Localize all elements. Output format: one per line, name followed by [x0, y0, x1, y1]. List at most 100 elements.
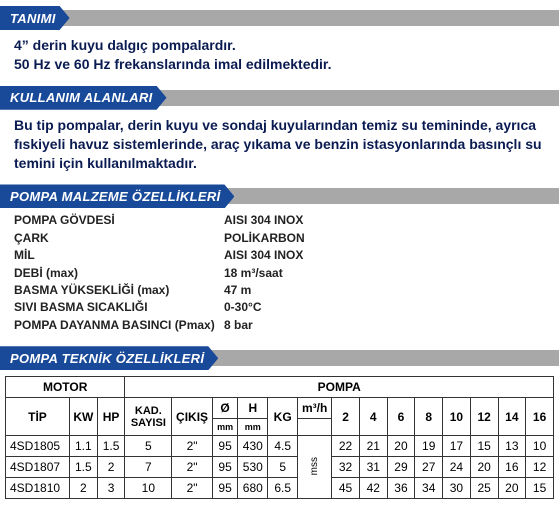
col-kw: KW: [69, 398, 97, 436]
table-cell: 2": [172, 457, 213, 478]
table-row: TİP KW HP KAD. SAYISI ÇIKIŞ Ø H KG m³/h …: [6, 398, 554, 419]
unit-rotated: mss: [298, 436, 332, 499]
table-cell: 4SD1805: [6, 436, 70, 457]
col-h: H: [238, 398, 268, 419]
table-cell: 4SD1810: [6, 478, 70, 499]
table-cell: 10: [526, 436, 554, 457]
table-row: 4SD18071.5272"9553053231292724201612: [6, 457, 554, 478]
section-header-teknik: POMPA TEKNİK ÖZELLİKLERİ: [0, 346, 559, 370]
table-cell: 25: [470, 478, 498, 499]
table-cell: 4.5: [268, 436, 298, 457]
table-cell: 34: [415, 478, 443, 499]
table-cell: 2": [172, 436, 213, 457]
kullanim-text: Bu tip pompalar, derin kuyu ve sondaj ku…: [0, 112, 559, 179]
spec-value: 0-30°C: [224, 299, 549, 316]
col-dia-unit: mm: [212, 419, 238, 436]
flow-col: 10: [443, 398, 471, 436]
table-cell: 21: [359, 436, 387, 457]
header-flag: TANIMI: [0, 6, 70, 30]
spec-label: ÇARK: [14, 230, 224, 247]
table-cell: 30: [443, 478, 471, 499]
section-header-tanimi: TANIMI: [0, 6, 559, 30]
table-cell: 2": [172, 478, 213, 499]
spec-value: 47 m: [224, 282, 549, 299]
spec-value: AISI 304 INOX: [224, 247, 549, 264]
section-header-kullanim: KULLANIM ALANLARI: [0, 86, 559, 110]
table-cell: 42: [359, 478, 387, 499]
table-cell: 5: [268, 457, 298, 478]
spec-label: POMPA DAYANMA BASINCI (Pmax): [14, 317, 224, 334]
col-hp: HP: [97, 398, 125, 436]
col-m3h-sub: [298, 419, 332, 436]
flow-col: 16: [526, 398, 554, 436]
table-cell: 15: [526, 478, 554, 499]
spec-value: AISI 304 INOX: [224, 212, 549, 229]
spec-value: POLİKARBON: [224, 230, 549, 247]
table-row: MOTOR POMPA: [6, 377, 554, 398]
section-header-malzeme: POMPA MALZEME ÖZELLİKLERİ: [0, 184, 559, 208]
col-kad: KAD. SAYISI: [125, 398, 172, 436]
table-cell: 10: [125, 478, 172, 499]
table-cell: 13: [498, 436, 526, 457]
table-cell: 95: [212, 478, 238, 499]
table-cell: 95: [212, 457, 238, 478]
spec-row: SIVI BASMA SICAKLIĞI0-30°C: [14, 299, 549, 316]
table-cell: 7: [125, 457, 172, 478]
table-cell: 5: [125, 436, 172, 457]
table-cell: 19: [415, 436, 443, 457]
tech-table: MOTOR POMPA TİP KW HP KAD. SAYISI ÇIKIŞ …: [5, 376, 554, 499]
header-flag: POMPA MALZEME ÖZELLİKLERİ: [0, 184, 234, 208]
table-cell: 1.1: [69, 436, 97, 457]
table-cell: 45: [332, 478, 360, 499]
table-cell: 20: [470, 457, 498, 478]
table-cell: 20: [387, 436, 415, 457]
table-cell: 31: [359, 457, 387, 478]
table-cell: 2: [97, 457, 125, 478]
flow-col: 8: [415, 398, 443, 436]
col-m3h: m³/h: [298, 398, 332, 419]
table-cell: 3: [97, 478, 125, 499]
table-cell: 29: [387, 457, 415, 478]
table-cell: 530: [238, 457, 268, 478]
flow-col: 2: [332, 398, 360, 436]
malzeme-spec-list: POMPA GÖVDESİAISI 304 INOXÇARKPOLİKARBON…: [0, 210, 559, 340]
spec-label: SIVI BASMA SICAKLIĞI: [14, 299, 224, 316]
table-cell: 2: [69, 478, 97, 499]
table-cell: 4SD1807: [6, 457, 70, 478]
spec-row: DEBİ (max)18 m³/saat: [14, 265, 549, 282]
table-cell: 6.5: [268, 478, 298, 499]
group-header-motor: MOTOR: [6, 377, 125, 398]
header-flag: POMPA TEKNİK ÖZELLİKLERİ: [0, 346, 218, 370]
spec-row: POMPA GÖVDESİAISI 304 INOX: [14, 212, 549, 229]
table-cell: 430: [238, 436, 268, 457]
header-flag: KULLANIM ALANLARI: [0, 86, 167, 110]
flow-col: 4: [359, 398, 387, 436]
table-cell: 17: [443, 436, 471, 457]
col-h-unit: mm: [238, 419, 268, 436]
spec-label: MİL: [14, 247, 224, 264]
spec-label: BASMA YÜKSEKLİĞİ (max): [14, 282, 224, 299]
table-cell: 20: [498, 478, 526, 499]
spec-row: BASMA YÜKSEKLİĞİ (max)47 m: [14, 282, 549, 299]
col-dia: Ø: [212, 398, 238, 419]
flow-col: 12: [470, 398, 498, 436]
col-kg: KG: [268, 398, 298, 436]
spec-label: POMPA GÖVDESİ: [14, 212, 224, 229]
spec-value: 18 m³/saat: [224, 265, 549, 282]
col-cikis: ÇIKIŞ: [172, 398, 213, 436]
table-cell: 24: [443, 457, 471, 478]
col-tip: TİP: [6, 398, 70, 436]
tanimi-text: 4” derin kuyu dalgıç pompalardır. 50 Hz …: [0, 32, 559, 80]
table-row: 4SD181023102"956806.5 4542363430252015: [6, 478, 554, 499]
spec-row: POMPA DAYANMA BASINCI (Pmax)8 bar: [14, 317, 549, 334]
table-cell: 27: [415, 457, 443, 478]
table-row: 4SD18051.11.552"954304.5mss2221201917151…: [6, 436, 554, 457]
spec-row: ÇARKPOLİKARBON: [14, 230, 549, 247]
flow-col: 14: [498, 398, 526, 436]
table-cell: 680: [238, 478, 268, 499]
table-cell: 36: [387, 478, 415, 499]
table-cell: 95: [212, 436, 238, 457]
spec-label: DEBİ (max): [14, 265, 224, 282]
table-cell: 16: [498, 457, 526, 478]
table-cell: 15: [470, 436, 498, 457]
